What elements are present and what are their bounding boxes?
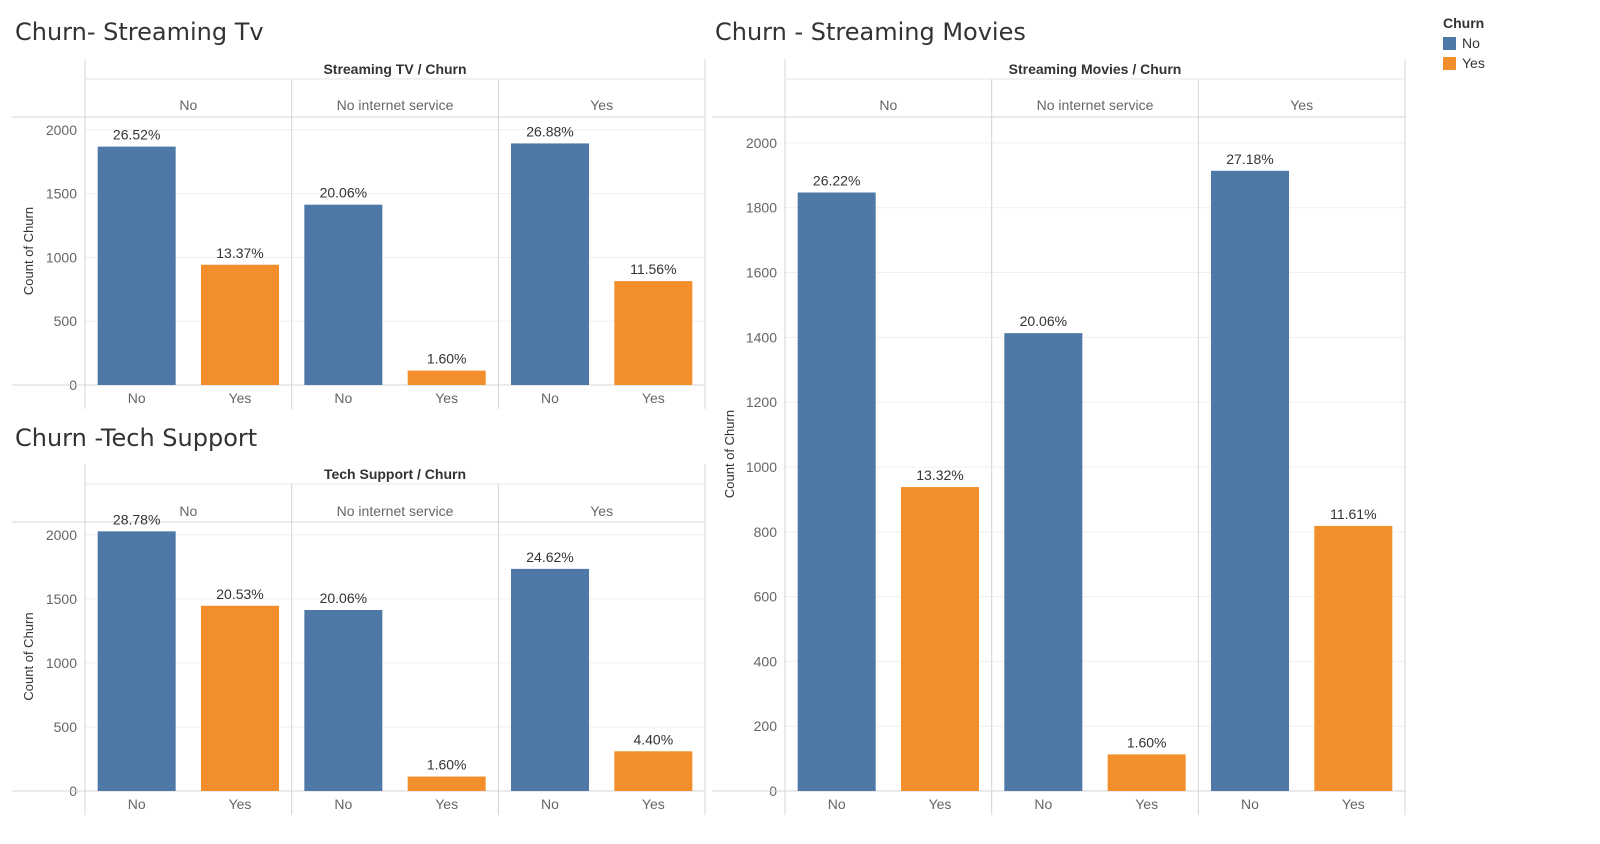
bar-data-label: 20.53% [216, 586, 263, 602]
bar-data-label: 27.18% [1226, 151, 1273, 167]
x-tick-label: Yes [929, 796, 952, 812]
bar-yes [614, 281, 693, 385]
bar-data-label: 1.60% [427, 757, 467, 773]
x-tick-label: Yes [435, 390, 458, 406]
x-tick-label: Yes [642, 390, 665, 406]
bar-no [97, 146, 176, 385]
bar-yes [1107, 754, 1186, 791]
y-tick-label: 2000 [46, 122, 77, 138]
legend-item-yes[interactable]: Yes [1443, 53, 1485, 73]
bar-no [304, 204, 383, 385]
bar-data-label: 1.60% [1127, 734, 1167, 750]
y-axis-label: Count of Churn [722, 410, 737, 498]
x-tick-label: Yes [1342, 796, 1365, 812]
legend-label-no: No [1462, 35, 1480, 51]
panel-label: No [879, 97, 897, 113]
y-tick-label: 2000 [46, 527, 77, 543]
legend-item-no[interactable]: No [1443, 33, 1485, 53]
x-tick-label: No [128, 390, 146, 406]
bar-data-label: 13.32% [916, 467, 963, 483]
panel-label: Yes [590, 97, 613, 113]
x-tick-label: No [828, 796, 846, 812]
y-tick-label: 400 [754, 653, 778, 669]
bar-no [304, 610, 383, 791]
y-axis-label: Count of Churn [21, 612, 36, 700]
y-tick-label: 1200 [746, 394, 777, 410]
panel-label: Yes [1290, 97, 1313, 113]
bar-yes [201, 264, 279, 385]
bar-data-label: 4.40% [633, 731, 673, 747]
y-tick-label: 1500 [46, 186, 77, 202]
x-tick-label: Yes [229, 796, 252, 812]
bar-data-label: 24.62% [526, 549, 573, 565]
y-axis-label: Count of Churn [21, 207, 36, 295]
bar-data-label: 26.88% [526, 123, 573, 139]
x-tick-label: No [1034, 796, 1052, 812]
chart-title-streaming-movies: Churn - Streaming Movies [715, 18, 1026, 46]
bar-yes [614, 751, 693, 791]
panel-label: No internet service [337, 97, 454, 113]
legend-title: Churn [1443, 15, 1485, 31]
chart-title-tech-support: Churn -Tech Support [15, 424, 258, 452]
bar-data-label: 20.06% [320, 590, 367, 606]
x-tick-label: Yes [1135, 796, 1158, 812]
y-tick-label: 200 [754, 718, 778, 734]
legend: Churn No Yes [1443, 15, 1485, 73]
column-header: Streaming Movies / Churn [1009, 61, 1182, 77]
bar-yes [201, 605, 279, 791]
legend-label-yes: Yes [1462, 55, 1485, 71]
y-tick-label: 1000 [746, 459, 777, 475]
y-tick-label: 500 [54, 313, 78, 329]
chart-title-streaming-tv: Churn- Streaming Tv [15, 18, 264, 46]
y-tick-label: 1600 [746, 265, 777, 281]
y-tick-label: 1800 [746, 200, 777, 216]
x-tick-label: No [1241, 796, 1259, 812]
y-tick-label: 1000 [46, 655, 77, 671]
bar-no [797, 192, 876, 791]
bar-data-label: 20.06% [320, 185, 367, 201]
bar-no [97, 531, 176, 791]
bar-yes [901, 487, 979, 791]
x-tick-label: No [541, 390, 559, 406]
y-tick-label: 600 [754, 589, 778, 605]
panel-label: No [179, 97, 197, 113]
bar-no [511, 143, 589, 385]
column-header: Streaming TV / Churn [323, 61, 466, 77]
y-tick-label: 1500 [46, 591, 77, 607]
x-tick-label: Yes [435, 796, 458, 812]
x-tick-label: No [334, 390, 352, 406]
bar-no [511, 568, 589, 791]
bar-data-label: 28.78% [113, 511, 160, 527]
bar-yes [407, 776, 486, 791]
column-header: Tech Support / Churn [324, 466, 466, 482]
y-tick-label: 2000 [746, 135, 777, 151]
bar-data-label: 11.56% [630, 261, 676, 277]
x-tick-label: No [541, 796, 559, 812]
y-tick-label: 1400 [746, 329, 777, 345]
y-tick-label: 800 [754, 524, 778, 540]
x-tick-label: Yes [642, 796, 665, 812]
bar-no [1211, 170, 1289, 791]
bar-yes [407, 370, 486, 385]
bar-data-label: 13.37% [216, 245, 263, 261]
y-tick-label: 500 [54, 719, 78, 735]
bar-data-label: 1.60% [427, 351, 467, 367]
x-tick-label: No [334, 796, 352, 812]
legend-swatch-no [1443, 36, 1456, 50]
bar-no [1004, 333, 1083, 791]
bar-data-label: 20.06% [1020, 313, 1067, 329]
x-tick-label: Yes [229, 390, 252, 406]
bar-data-label: 26.52% [113, 127, 160, 143]
legend-swatch-yes [1443, 56, 1456, 70]
bar-data-label: 11.61% [1330, 506, 1376, 522]
x-tick-label: No [128, 796, 146, 812]
bar-data-label: 26.22% [813, 173, 860, 189]
panel-label: No [179, 503, 197, 519]
panel-label: No internet service [337, 503, 454, 519]
panel-label: No internet service [1037, 97, 1154, 113]
y-tick-label: 1000 [46, 249, 77, 265]
bar-yes [1314, 525, 1393, 791]
panel-label: Yes [590, 503, 613, 519]
